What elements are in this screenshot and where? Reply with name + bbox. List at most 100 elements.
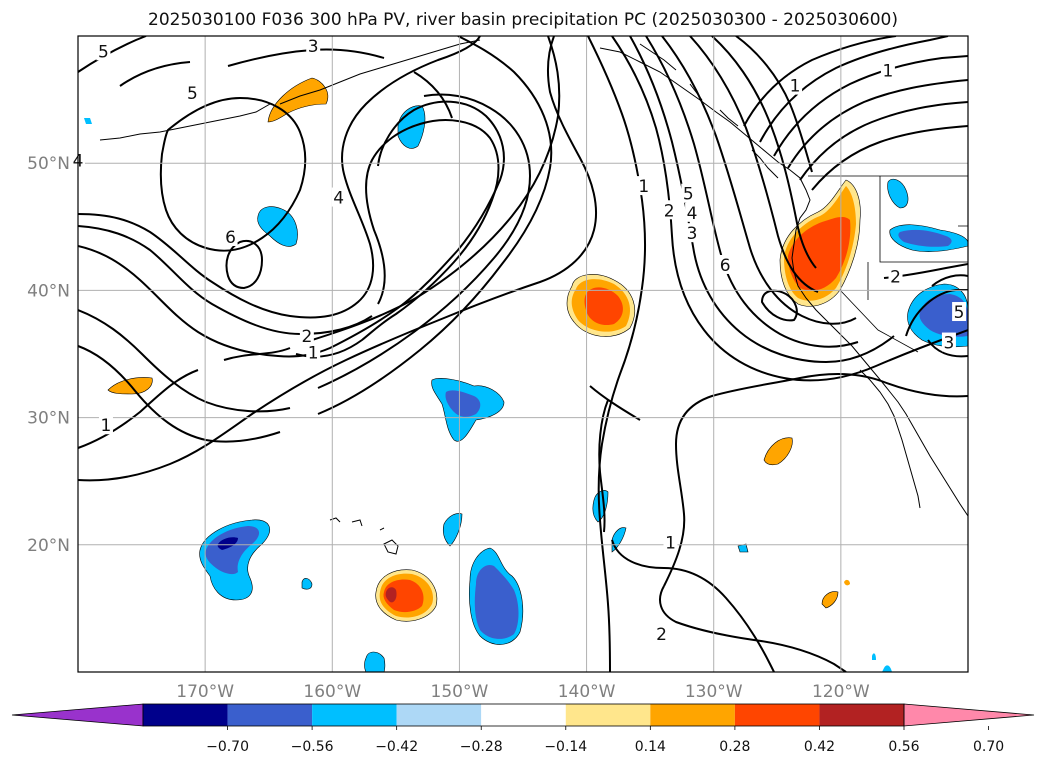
longitude-tick-label: 160°W — [303, 682, 361, 702]
pv-contour-line — [611, 36, 968, 382]
contour-label: 2 — [664, 201, 675, 221]
contour-label-background — [654, 623, 669, 643]
precip-anomaly-peak — [217, 537, 238, 550]
colorbar-tick-label: −0.42 — [375, 739, 418, 755]
contour-label-background — [299, 326, 314, 346]
pv-contour-line — [587, 36, 646, 672]
contour-label: 6 — [720, 256, 731, 276]
precip-anomaly-negative-small — [592, 490, 609, 523]
colorbar-extend-high — [903, 703, 1035, 727]
contour-label: 1 — [101, 416, 112, 436]
coastline-baja — [859, 369, 921, 509]
colorbar-tick-label: 0.56 — [888, 739, 919, 755]
contour-label: 1 — [882, 61, 893, 81]
contour-label: 1 — [638, 177, 649, 197]
contour-label-background — [185, 83, 200, 103]
contour-label-background — [663, 532, 678, 552]
colorbar-segment — [819, 704, 904, 726]
contour-label-background — [718, 254, 733, 274]
pv-contour-line — [159, 96, 307, 252]
contour-label-background — [788, 75, 803, 95]
contour-label-background — [685, 223, 700, 243]
latitude-tick-labels: 20°N 30°N 40°N 50°N — [27, 154, 70, 556]
contour-label: 2 — [301, 327, 312, 347]
pv-contour-line — [78, 36, 598, 482]
contour-label: 3 — [687, 224, 698, 244]
pv-contour-line — [78, 36, 553, 443]
longitude-tick-label: 170°W — [176, 682, 234, 702]
map-title: 2025030100 F036 300 hPa PV, river basin … — [148, 10, 898, 30]
precip-anomaly-negative-northern-idaho — [887, 178, 909, 209]
contour-label-background — [306, 342, 321, 362]
contour-label-background — [98, 415, 113, 435]
colorbar-segment — [481, 704, 566, 726]
contour-label: 3 — [308, 37, 319, 57]
precip-anomaly-inner-core — [788, 216, 851, 291]
precip-anomaly-negative-north-pacific — [257, 206, 298, 247]
precip-anomaly-core — [205, 526, 260, 575]
precip-anomaly-negative-small — [882, 665, 892, 672]
colorbar-segment — [650, 704, 735, 726]
colorbar-segment — [312, 704, 397, 726]
precip-anomaly-negative-small — [84, 118, 92, 124]
colorbar-segment — [143, 704, 228, 726]
contour-label-background — [681, 183, 696, 203]
contour-label-background — [941, 332, 956, 352]
contour-label-background — [685, 202, 700, 222]
colorbar-tick-label: −0.28 — [460, 739, 503, 755]
colorbar: −0.70 −0.56 −0.42 −0.28 −0.14 0.14 0.28 0.42 0.5… — [11, 703, 1035, 755]
coastlines — [99, 39, 968, 555]
precip-anomaly-negative-small — [301, 578, 313, 590]
contour-label-background — [888, 266, 903, 286]
colorbar-tick-label: −0.56 — [291, 739, 334, 755]
pv-contour-line — [78, 36, 481, 319]
contour-label: 1 — [790, 77, 801, 97]
contour-label: 5 — [187, 84, 198, 104]
colorbar-tick-label: −0.14 — [544, 739, 587, 755]
pv-contour-line — [773, 55, 968, 157]
latitude-tick-label: 50°N — [27, 154, 70, 174]
colorbar-tick-labels: −0.70 −0.56 −0.42 −0.28 −0.14 0.14 0.28 0.42 0.5… — [206, 726, 1004, 755]
pv-contour-line — [689, 36, 819, 293]
latitude-tick-label: 20°N — [27, 536, 70, 556]
colorbar-segment — [227, 704, 313, 726]
colorbar-segment — [734, 704, 820, 726]
gridlines — [78, 36, 968, 672]
longitude-tick-label: 120°W — [812, 682, 870, 702]
precip-anomaly-core — [445, 390, 481, 417]
contour-label: 4 — [687, 204, 698, 224]
coastline-alaska-southeast — [599, 47, 968, 517]
contour-label: 1 — [665, 533, 676, 553]
precip-anomaly-core — [474, 564, 519, 639]
precip-anomaly-positive-small — [844, 579, 850, 586]
longitude-tick-labels: 170°W 160°W 150°W 140°W 130°W 120°W — [176, 682, 870, 702]
colorbar-tick-label: 0.42 — [804, 739, 835, 755]
pv-contour-line — [760, 289, 798, 322]
pv-contour-line — [78, 119, 500, 358]
precip-anomaly-peak — [385, 587, 397, 603]
longitude-tick-label: 150°W — [431, 682, 489, 702]
pv-contour-line — [663, 372, 968, 587]
map-frame — [77, 35, 969, 673]
contour-label-background — [636, 176, 651, 196]
pv-contour-line — [659, 585, 847, 672]
colorbar-tick-label: −0.70 — [206, 739, 249, 755]
precip-anomaly-positive-baja — [821, 591, 839, 609]
pv-contour-line — [811, 125, 968, 191]
pv-contour-line — [661, 36, 857, 325]
pv-contours — [78, 36, 968, 672]
contour-label-background — [662, 200, 677, 220]
pv-contour-line — [759, 36, 949, 143]
contour-label-background — [96, 41, 111, 61]
contour-label: 5 — [98, 42, 109, 62]
longitude-tick-label: 130°W — [685, 682, 743, 702]
pv-contour-line — [799, 101, 968, 181]
longitude-tick-label: 140°W — [558, 682, 616, 702]
contour-label-background — [952, 302, 967, 322]
contour-label: 2 — [890, 267, 901, 287]
colorbar-segment — [396, 704, 482, 726]
precipitation-shading — [84, 77, 968, 672]
contour-label-background — [331, 187, 346, 207]
